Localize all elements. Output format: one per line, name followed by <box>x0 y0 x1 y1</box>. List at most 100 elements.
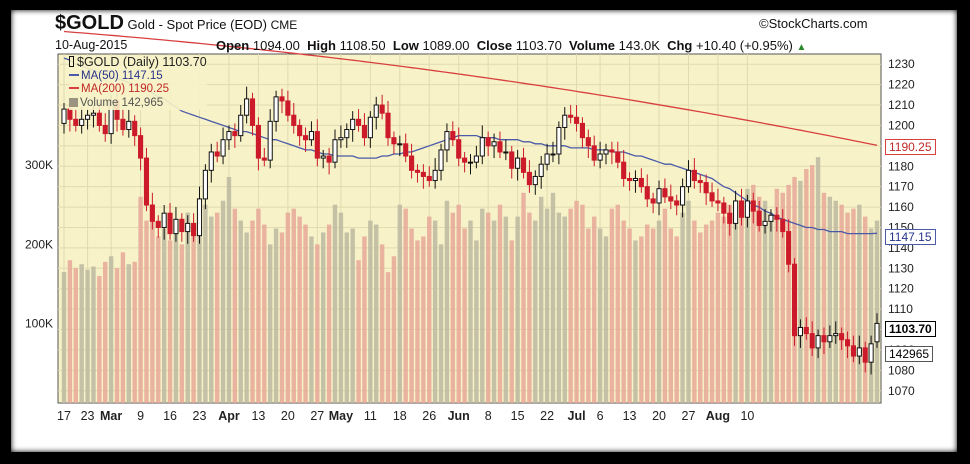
volume-tick-label: 200K <box>25 237 53 251</box>
candle <box>703 174 709 206</box>
volume-bar <box>721 216 727 403</box>
candle-body <box>621 161 627 179</box>
time-tick-label: Jul <box>568 409 586 423</box>
candle <box>450 121 456 146</box>
high-value: 1108.50 <box>339 38 386 53</box>
volume-bar <box>609 208 615 403</box>
candle-body <box>868 343 874 363</box>
candle-body <box>780 218 786 233</box>
candle <box>585 129 591 159</box>
candle <box>179 213 185 242</box>
volume-bar <box>250 220 255 403</box>
candle-body <box>515 157 521 169</box>
volume-bar <box>114 268 120 403</box>
candle-legend-icon <box>69 56 74 67</box>
candle <box>562 107 568 140</box>
candle-body <box>214 151 220 157</box>
ma200-badge: 1190.25 <box>885 139 936 155</box>
volume-bar <box>79 264 84 403</box>
up-arrow-icon: ▲ <box>796 42 807 53</box>
volume-bar <box>309 236 314 403</box>
price-tick-label: 1180 <box>888 159 914 173</box>
candle-body <box>79 118 85 126</box>
time-tick-label: 26 <box>422 409 436 423</box>
time-tick-label: 8 <box>485 409 492 423</box>
volume-bar <box>226 176 232 403</box>
volume-bar <box>462 228 467 403</box>
candle-body <box>509 151 515 169</box>
candle <box>868 335 874 375</box>
volume-bar <box>603 236 609 403</box>
candle-body <box>562 114 568 128</box>
candle <box>621 149 627 187</box>
volume-bar <box>639 236 644 403</box>
volume-bar <box>85 269 90 403</box>
volume-bar <box>698 232 703 403</box>
candle-body <box>85 114 91 120</box>
candle <box>509 145 515 179</box>
time-tick-label: 22 <box>540 409 554 423</box>
candle <box>680 178 686 218</box>
candle-body <box>680 186 686 206</box>
chg-value: +10.40 (+0.95%) <box>696 38 793 53</box>
volume-bar <box>321 232 326 403</box>
candle <box>297 119 303 146</box>
volume-bar <box>197 208 202 403</box>
volume-bar <box>279 232 285 403</box>
volume-bar <box>515 216 520 403</box>
volume-bar <box>374 224 379 403</box>
candle <box>232 123 238 148</box>
legend-volume: Volume 142,965 <box>69 97 207 111</box>
volume-bar <box>550 192 556 403</box>
candle-body <box>703 182 709 194</box>
candle <box>426 166 432 187</box>
candle-body <box>556 126 562 155</box>
volume-bar <box>97 276 102 403</box>
volume-bar <box>238 220 243 403</box>
candle-body <box>839 333 845 341</box>
candle-body <box>497 141 503 153</box>
candle-body <box>291 114 297 126</box>
volume-bar <box>833 200 838 403</box>
volume-bar <box>727 204 732 403</box>
candle-body <box>391 137 397 145</box>
candle <box>697 174 703 193</box>
candle-body <box>762 220 768 226</box>
candle-body <box>532 175 538 186</box>
candle-body <box>568 114 574 118</box>
candle-body <box>550 153 556 156</box>
candle <box>61 102 67 134</box>
low-value: 1089.00 <box>422 38 470 53</box>
candle-body <box>397 143 403 146</box>
candle-body <box>668 196 674 202</box>
candle-body <box>856 347 862 357</box>
price-tick-label: 1170 <box>888 180 914 194</box>
candle <box>668 184 674 210</box>
candle-body <box>373 104 379 118</box>
candle-body <box>120 118 126 131</box>
candle-body <box>809 333 815 349</box>
brand-logo[interactable]: ©StockCharts.com <box>759 16 868 31</box>
time-tick-label: 23 <box>81 409 95 423</box>
volume-bar <box>262 224 267 403</box>
volume-bar <box>633 240 638 403</box>
candle <box>503 139 509 161</box>
time-tick-label: 23 <box>193 409 207 423</box>
candle <box>373 96 379 130</box>
candle <box>120 109 126 136</box>
candle-body <box>774 214 780 220</box>
axes: 1070108010901100111011201130114011501160… <box>25 57 915 423</box>
candle-body <box>662 188 668 198</box>
candle <box>73 109 79 132</box>
volume-bar <box>209 216 214 403</box>
candle-body <box>744 200 750 218</box>
candle <box>839 327 845 350</box>
candle <box>279 88 285 114</box>
volume-bar <box>167 240 173 403</box>
volume-bar <box>798 180 803 403</box>
candle-body <box>473 155 479 163</box>
candle <box>185 215 191 244</box>
candle-body <box>155 220 161 228</box>
candle-body <box>573 116 580 124</box>
candle <box>302 127 309 152</box>
